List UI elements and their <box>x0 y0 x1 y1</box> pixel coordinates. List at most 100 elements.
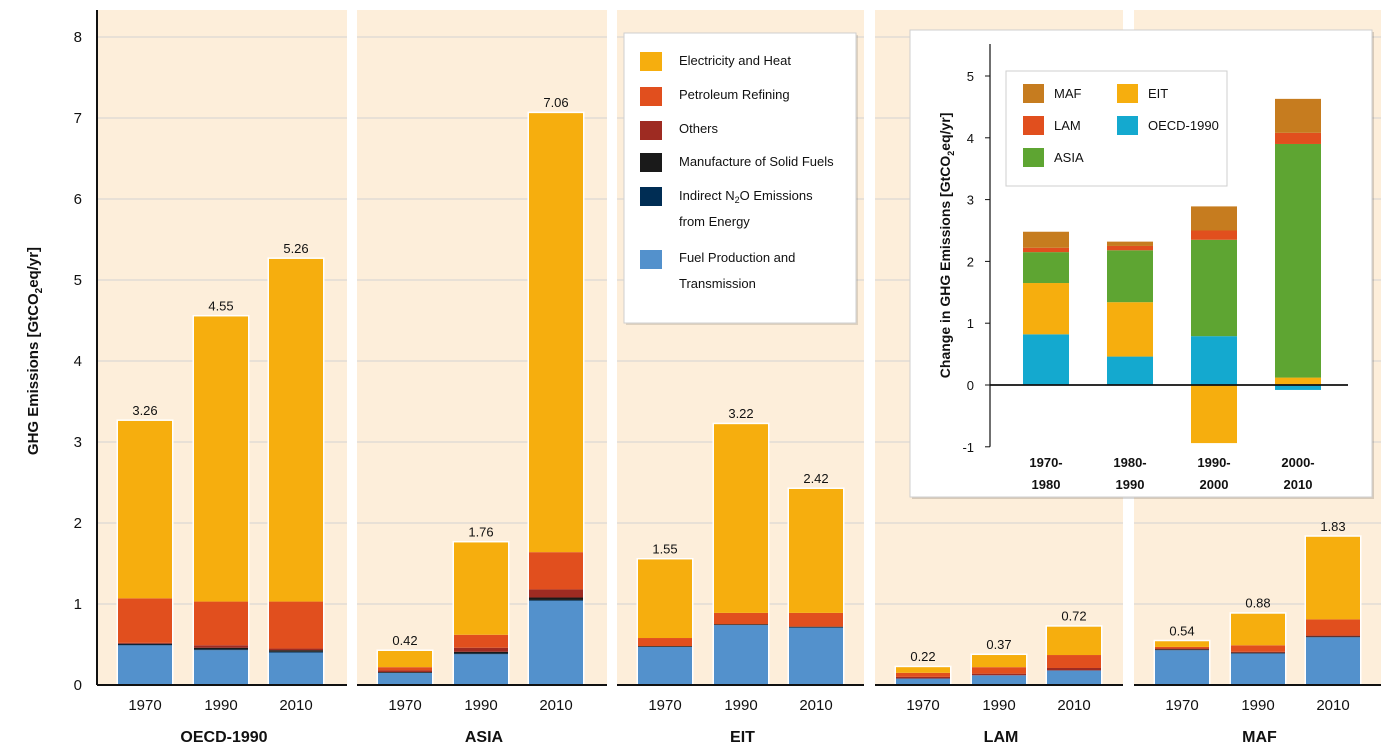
inset-x-tick-label: 2000 <box>1200 477 1229 492</box>
y-tick-label: 1 <box>74 596 82 613</box>
inset-y-tick-label: 1 <box>967 316 974 331</box>
inset-bar-segment-asia <box>1023 252 1069 284</box>
bar-segment-electricity-and-heat <box>378 650 432 668</box>
inset-legend-label: ASIA <box>1054 150 1084 165</box>
bar-segment-electricity-and-heat <box>1047 626 1101 656</box>
bar-total-label: 4.55 <box>208 298 233 313</box>
bar-total-label: 3.22 <box>728 406 753 421</box>
bar-segment-fuel-production-and-transmission <box>972 675 1026 685</box>
legend-label: Indirect N2O Emissions <box>679 188 813 205</box>
bar-segment-manufacture-of-solid-fuels <box>714 624 768 626</box>
bar-segment-fuel-production-and-transmission <box>789 627 843 685</box>
legend-swatch-others <box>640 121 662 140</box>
y-axis-title: GHG Emissions [GtCO2eq/yr] <box>25 247 45 455</box>
bar-segment-manufacture-of-solid-fuels <box>1306 636 1360 638</box>
inset-bar-segment-maf <box>1275 98 1321 133</box>
legend-label: Transmission <box>679 276 756 291</box>
inset-x-tick-label: 1990- <box>1197 455 1230 470</box>
bar-total-label: 1.55 <box>652 541 677 556</box>
bar-segment-electricity-and-heat <box>1231 613 1285 646</box>
bar-segment-petroleum-refining <box>789 612 843 627</box>
x-tick-label: 1970 <box>388 697 421 714</box>
bar-total-label: 0.37 <box>986 637 1011 652</box>
y-tick-label: 4 <box>74 353 82 370</box>
inset-x-tick-label: 1980- <box>1113 455 1146 470</box>
bar-segment-manufacture-of-solid-fuels <box>378 672 432 673</box>
bar-segment-others <box>454 647 508 652</box>
inset-x-tick-label: 1980 <box>1032 477 1061 492</box>
inset-bar-segment-oecd-1990 <box>1107 356 1153 385</box>
bar-segment-manufacture-of-solid-fuels <box>789 626 843 628</box>
inset-y-tick-label: 0 <box>967 378 974 393</box>
bar-segment-others <box>118 642 172 644</box>
inset-y-tick-label: -1 <box>962 440 974 455</box>
y-tick-label: 2 <box>74 515 82 532</box>
inset-bar-segment-eit <box>1107 302 1153 357</box>
x-tick-label: 1990 <box>204 697 237 714</box>
bar-segment-electricity-and-heat <box>1155 641 1209 647</box>
bar-segment-indirect-n2o-emissions-from-energy <box>194 649 248 651</box>
bar-segment-others <box>1306 635 1360 637</box>
bar-segment-electricity-and-heat <box>638 559 692 639</box>
bar-segment-petroleum-refining <box>1306 619 1360 636</box>
bar-segment-manufacture-of-solid-fuels <box>1231 652 1285 654</box>
bar-segment-others <box>1047 667 1101 671</box>
bar-segment-petroleum-refining <box>269 601 323 649</box>
x-tick-label: 2010 <box>1057 697 1090 714</box>
bar-segment-others <box>194 645 248 648</box>
bar-segment-others <box>378 670 432 673</box>
bar-segment-electricity-and-heat <box>529 113 583 553</box>
inset-bar-segment-eit <box>1275 377 1321 385</box>
y-tick-label: 8 <box>74 29 82 46</box>
inset-bar-segment-oecd-1990 <box>1275 385 1321 390</box>
bar-segment-petroleum-refining <box>638 638 692 647</box>
bar-total-label: 3.26 <box>132 403 157 418</box>
bar-segment-others <box>269 648 323 651</box>
bar-segment-electricity-and-heat <box>118 420 172 599</box>
bar-segment-fuel-production-and-transmission <box>1306 637 1360 685</box>
bar-segment-others <box>1155 648 1209 650</box>
inset-bar-segment-maf <box>1107 241 1153 246</box>
bar-segment-electricity-and-heat <box>714 424 768 613</box>
inset-bar-segment-lam <box>1107 245 1153 251</box>
inset-bar-segment-oecd-1990 <box>1023 334 1069 385</box>
inset-y-tick-label: 3 <box>967 193 974 208</box>
bar-total-label: 0.54 <box>1169 623 1194 638</box>
inset-legend-label: OECD-1990 <box>1148 118 1219 133</box>
legend-label: Fuel Production and <box>679 250 795 265</box>
bar-total-label: 2.42 <box>803 471 828 486</box>
bar-segment-electricity-and-heat <box>454 542 508 635</box>
legend-swatch-manufacture-of-solid-fuels <box>640 153 662 172</box>
bar-segment-fuel-production-and-transmission <box>529 600 583 685</box>
bar-segment-manufacture-of-solid-fuels <box>529 597 583 600</box>
bar-segment-fuel-production-and-transmission <box>1155 650 1209 685</box>
inset-legend-label: EIT <box>1148 86 1168 101</box>
panel-title-eit: EIT <box>730 729 755 746</box>
bar-segment-petroleum-refining <box>896 672 950 677</box>
inset-bar-segment-oecd-1990 <box>1191 336 1237 385</box>
legend-swatch-fuel-production-and <box>640 250 662 269</box>
bar-segment-others <box>1231 651 1285 653</box>
inset-x-tick-label: 2000- <box>1281 455 1314 470</box>
bar-segment-manufacture-of-solid-fuels <box>118 643 172 645</box>
bar-segment-fuel-production-and-transmission <box>638 646 692 685</box>
bar-segment-electricity-and-heat <box>269 258 323 602</box>
bar-total-label: 0.42 <box>392 633 417 648</box>
inset-legend-swatch-oecd-1990 <box>1117 116 1138 135</box>
bar-segment-fuel-production-and-transmission <box>378 672 432 685</box>
bar-segment-petroleum-refining <box>378 667 432 671</box>
x-tick-label: 2010 <box>799 697 832 714</box>
bar-segment-others <box>896 676 950 679</box>
bar-segment-fuel-production-and-transmission <box>118 645 172 685</box>
bar-total-label: 1.83 <box>1320 519 1345 534</box>
y-tick-label: 3 <box>74 434 82 451</box>
bar-segment-indirect-n2o-emissions-from-energy <box>454 653 508 655</box>
bar-total-label: 1.76 <box>468 524 493 539</box>
inset-bar-segment-lam <box>1191 230 1237 240</box>
bar-segment-petroleum-refining <box>714 612 768 625</box>
bar-segment-electricity-and-heat <box>972 655 1026 668</box>
inset-bar-segment-asia <box>1107 250 1153 303</box>
bar-segment-petroleum-refining <box>1155 646 1209 649</box>
legend-swatch-petroleum-refining <box>640 87 662 106</box>
